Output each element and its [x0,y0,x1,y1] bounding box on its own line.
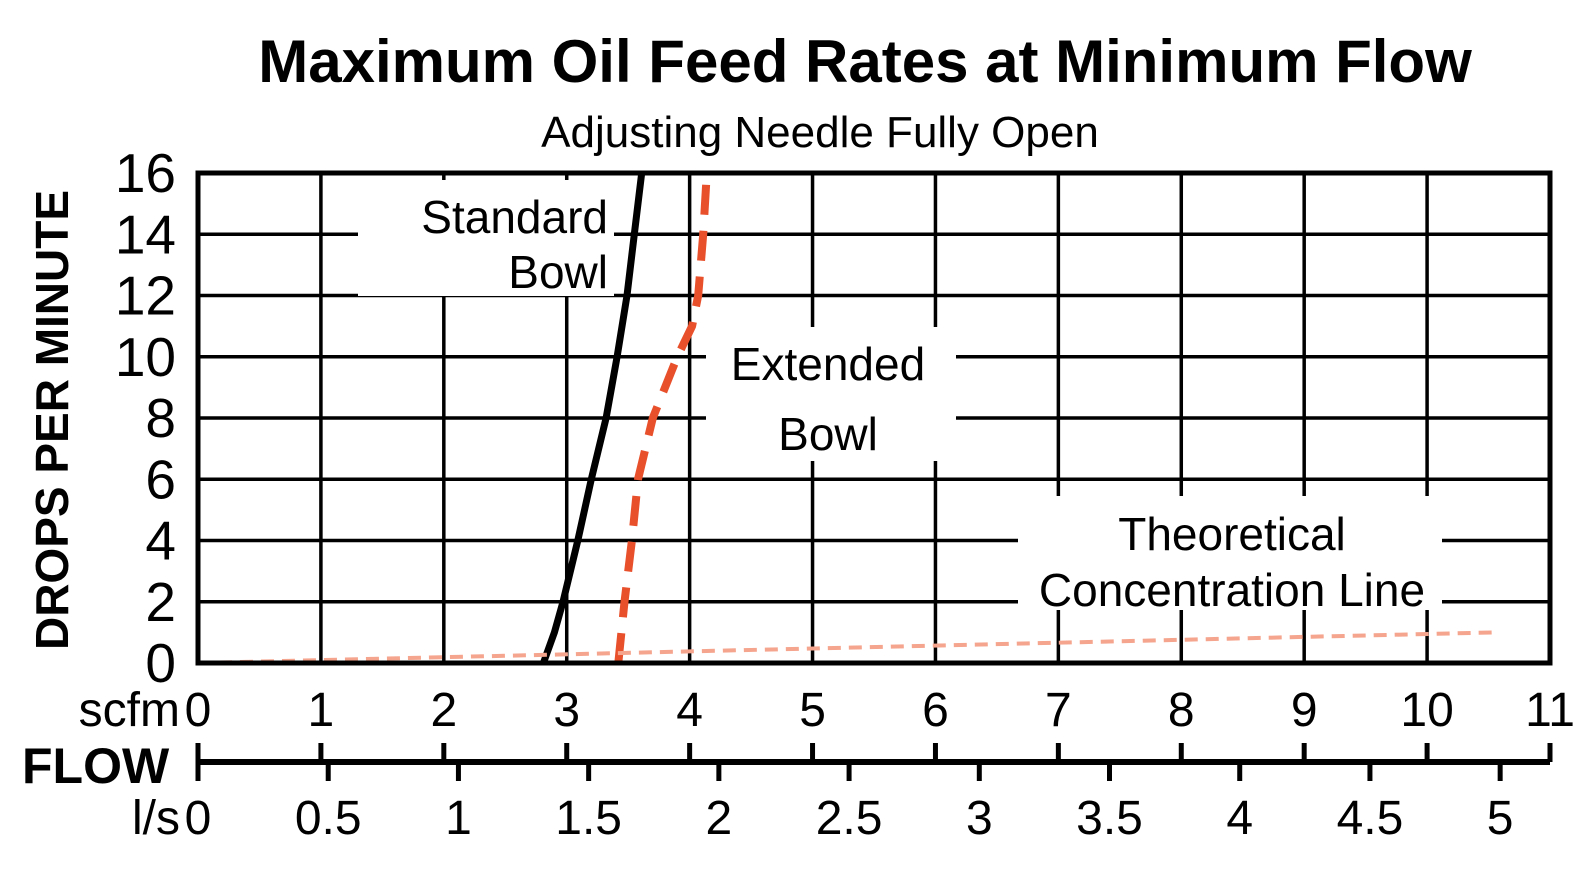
chart-title: Maximum Oil Feed Rates at Minimum Flow [258,28,1472,95]
annotation-label-standard-bowl: Standard [421,191,608,243]
scfm-tick-label: 6 [922,684,949,737]
scfm-tick-label: 2 [430,684,457,737]
ls-tick-label: 4 [1226,792,1253,845]
chart-subtitle: Adjusting Needle Fully Open [541,108,1099,157]
ls-tick-label: 0.5 [295,792,362,845]
y-tick-label: 4 [145,510,176,572]
scfm-tick-label: 3 [553,684,580,737]
y-axis-title: DROPS PER MINUTE [26,190,78,650]
plot-border [195,170,1553,666]
ls-tick-label: 3 [966,792,993,845]
scfm-tick-label: 1 [308,684,335,737]
y-tick-label: 12 [115,265,176,327]
y-tick-label: 6 [145,448,176,510]
ls-tick-label: 1 [445,792,472,845]
scfm-tick-label: 5 [799,684,826,737]
flow-axis [195,743,1553,781]
y-tick-label: 14 [115,203,176,265]
ls-tick-labels: 0 0.5 1 1.5 2 2.5 3 3.5 4 4.5 5 [185,792,1514,845]
ls-tick-label: 3.5 [1076,792,1143,845]
y-tick-label: 16 [115,142,176,204]
y-tick-label: 2 [145,571,176,633]
scfm-tick-label: 11 [1525,684,1575,737]
scfm-tick-label: 9 [1291,684,1318,737]
y-tick-label: 0 [145,632,176,694]
series-line-theoretical-concentration-line [197,630,1495,665]
annotation-box-standard-bowl [358,180,614,296]
ls-tick-label: 2.5 [816,792,883,845]
scfm-tick-label: 8 [1168,684,1195,737]
annotation-label-theoretical-concentration-line: Theoretical [1118,508,1346,560]
scfm-tick-label: 4 [676,684,703,737]
scfm-tick-label: 7 [1045,684,1072,737]
scfm-tick-labels: 0 1 2 3 4 5 6 7 8 9 10 11 [185,684,1575,737]
y-tick-label: 8 [145,387,176,449]
ls-unit-label: l/s [132,792,180,845]
y-tick-label: 10 [115,326,176,388]
scfm-unit-label: scfm [79,684,180,737]
annotation-box-theoretical-concentration-line [1018,496,1442,610]
ls-tick-label: 0 [185,792,212,845]
annotation-label-extended-bowl: Extended [731,338,925,390]
ls-tick-label: 2 [706,792,733,845]
ls-tick-label: 5 [1487,792,1514,845]
series-line-standard-bowl [540,172,646,665]
scfm-tick-label: 0 [185,684,212,737]
annotation-label-theoretical-concentration-line: Concentration Line [1039,564,1425,616]
annotation-box-extended-bowl [706,327,956,461]
series-lines [197,172,1495,665]
scfm-tick-label: 10 [1400,684,1453,737]
annotation-label-extended-bowl: Bowl [778,408,878,460]
annotation-label-standard-bowl: Bowl [508,246,608,298]
ls-tick-label: 1.5 [555,792,622,845]
flow-axis-title: FLOW [22,738,170,794]
series-line-extended-bowl [614,172,711,664]
ls-tick-label: 4.5 [1337,792,1404,845]
series-annotations: StandardBowlExtendedBowlTheoreticalConce… [358,180,1442,616]
